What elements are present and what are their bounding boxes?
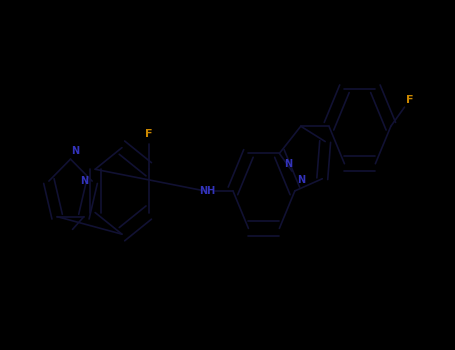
Text: F: F [145, 129, 152, 139]
Text: N: N [81, 176, 89, 186]
Text: N: N [284, 159, 292, 168]
Text: F: F [406, 94, 414, 105]
Text: NH: NH [199, 186, 215, 196]
Text: N: N [71, 146, 80, 156]
Text: N: N [297, 175, 305, 184]
